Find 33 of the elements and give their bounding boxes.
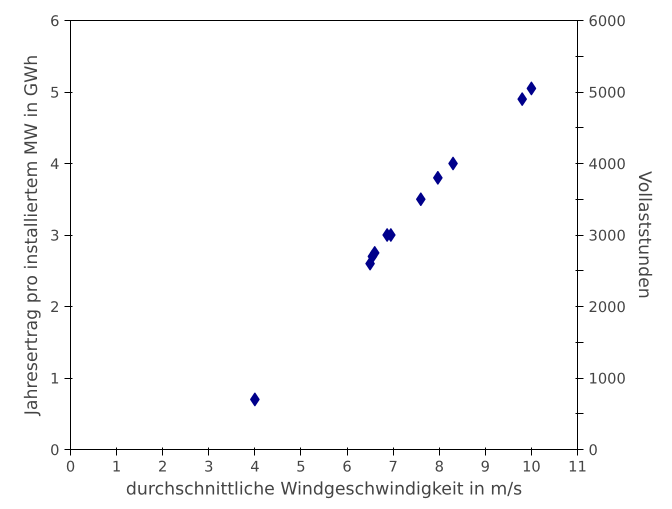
x-tick-label: 0 [66,458,76,476]
x-tick-label: 3 [204,458,214,476]
x-tick-label: 1 [112,458,122,476]
x-tick-label: 9 [480,458,490,476]
y2-tick-label: 6000 [588,13,626,30]
x-tick-label: 10 [522,458,541,476]
y2-tick-label: 0 [588,442,598,459]
x-tick-label: 6 [342,458,352,476]
x-tick-label: 11 [568,458,587,476]
y2-tick-label: 1000 [588,370,626,388]
y-tick-label: 2 [50,299,60,316]
y2-tick-label: 3000 [588,228,626,244]
y-tick-label: 1 [50,370,60,388]
y-tick-label: 5 [50,84,60,102]
y-tick-label: 3 [50,228,60,244]
y2-tick-label: 2000 [588,299,626,316]
y2-tick-label: 4000 [588,156,626,173]
x-tick-label: 8 [434,458,444,476]
y-axis-title: Jahresertrag pro installiertem MW in GWh [22,54,42,416]
x-axis-title: durchschnittliche Windgeschwindigkeit in m/s [126,480,522,500]
y-tick-label: 4 [50,156,60,173]
y2-tick-label: 5000 [588,84,626,102]
y2-axis-title: Vollaststunden [634,171,654,299]
y-tick-label: 0 [50,442,60,459]
x-tick-label: 2 [158,458,168,476]
point [448,156,458,170]
point [416,192,426,206]
x-tick-label: 4 [250,458,260,476]
point [370,246,380,260]
y-tick-label: 6 [50,13,60,30]
point [517,92,528,106]
x-tick-label: 7 [388,458,398,476]
x-tick-label: 5 [296,458,306,476]
